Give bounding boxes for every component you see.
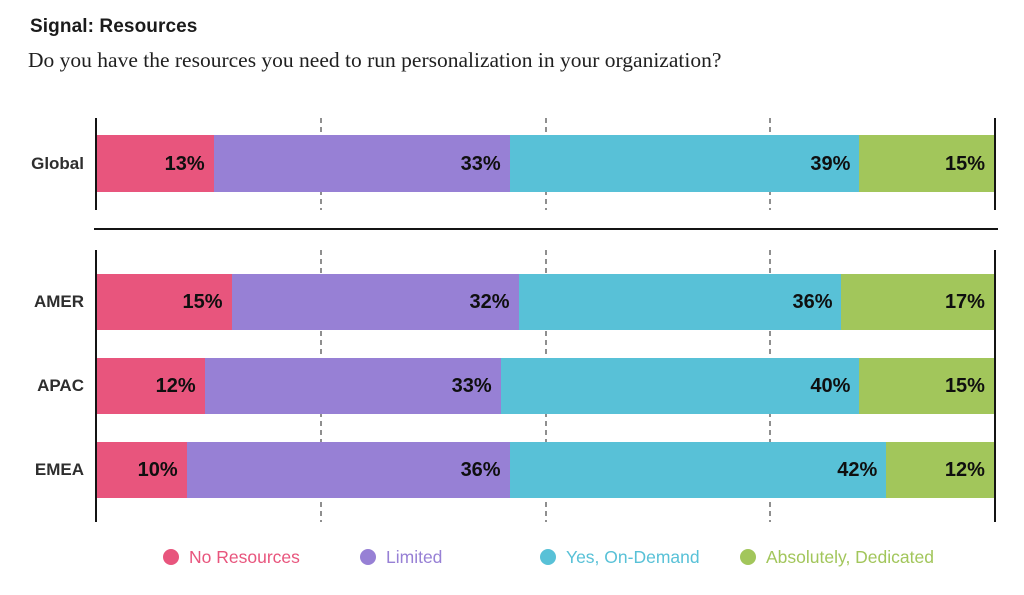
bar-segment-absolutely-dedicated: 15% (859, 358, 994, 414)
bar-segment-no-resources: 13% (97, 135, 214, 192)
legend-label: Yes, On-Demand (566, 546, 700, 567)
legend-item-absolutely-dedicated: Absolutely, Dedicated (740, 546, 934, 568)
legend-item-no-resources: No Resources (163, 546, 300, 568)
group-separator (94, 228, 998, 230)
bar-group-regions: AMER 15% 32% 36% 17% APAC 12% 33% 40% 15% EMEA 10% 3… (34, 250, 996, 522)
legend: No Resources Limited Yes, On-Demand Absolut… (0, 546, 1024, 568)
value-label: 40% (810, 375, 851, 397)
category-label-amer: AMER (33, 292, 84, 311)
value-label: 33% (451, 375, 492, 397)
value-label: 32% (469, 291, 510, 313)
bar-segment-yes-on-demand: 42% (509, 442, 887, 498)
chart-subtitle: Do you have the resources you need to ru… (28, 48, 722, 72)
chart-title: Signal: Resources (30, 16, 198, 37)
bar-group-global: Global 13% 33% 39% 15% (31, 118, 996, 210)
bar-row-global: Global 13% 33% 39% 15% (31, 135, 994, 192)
bar-segment-limited: 33% (213, 135, 510, 192)
value-label: 10% (137, 459, 178, 481)
value-label: 12% (155, 375, 196, 397)
value-label: 15% (944, 375, 985, 397)
bar-segment-absolutely-dedicated: 12% (886, 442, 994, 498)
value-label: 36% (792, 291, 833, 313)
legend-label: Limited (386, 546, 443, 567)
value-label: 33% (460, 152, 501, 175)
bar-segment-no-resources: 12% (97, 358, 205, 414)
legend-dot-icon (540, 549, 556, 565)
bar-segment-yes-on-demand: 39% (509, 135, 860, 192)
bar-row-amer: AMER 15% 32% 36% 17% (34, 274, 994, 330)
legend-dot-icon (740, 549, 756, 565)
legend-item-limited: Limited (360, 546, 442, 568)
bar-segment-absolutely-dedicated: 17% (841, 274, 994, 330)
value-label: 42% (837, 459, 878, 481)
bar-segment-no-resources: 15% (97, 274, 232, 330)
value-label: 15% (944, 152, 985, 175)
value-label: 13% (164, 152, 205, 175)
bar-row-apac: APAC 12% 33% 40% 15% (37, 358, 994, 414)
category-label-apac: APAC (37, 376, 84, 395)
legend-dot-icon (163, 549, 179, 565)
legend-label: No Resources (189, 546, 300, 567)
value-label: 36% (460, 459, 501, 481)
bar-segment-yes-on-demand: 36% (518, 274, 842, 330)
bar-segment-no-resources: 10% (97, 442, 187, 498)
value-label: 12% (944, 459, 985, 481)
bar-segment-yes-on-demand: 40% (500, 358, 860, 414)
value-label: 39% (810, 152, 851, 175)
legend-item-yes-on-demand: Yes, On-Demand (540, 546, 700, 568)
bar-segment-absolutely-dedicated: 15% (859, 135, 994, 192)
value-label: 15% (182, 291, 223, 313)
bar-row-emea: EMEA 10% 36% 42% 12% (35, 442, 994, 498)
category-label-global: Global (31, 153, 84, 173)
bar-segment-limited: 33% (204, 358, 501, 414)
legend-dot-icon (360, 549, 376, 565)
value-label: 17% (944, 291, 985, 313)
category-label-emea: EMEA (34, 460, 84, 479)
bar-segment-limited: 32% (231, 274, 519, 330)
legend-label: Absolutely, Dedicated (766, 546, 934, 567)
bar-segment-limited: 36% (186, 442, 510, 498)
